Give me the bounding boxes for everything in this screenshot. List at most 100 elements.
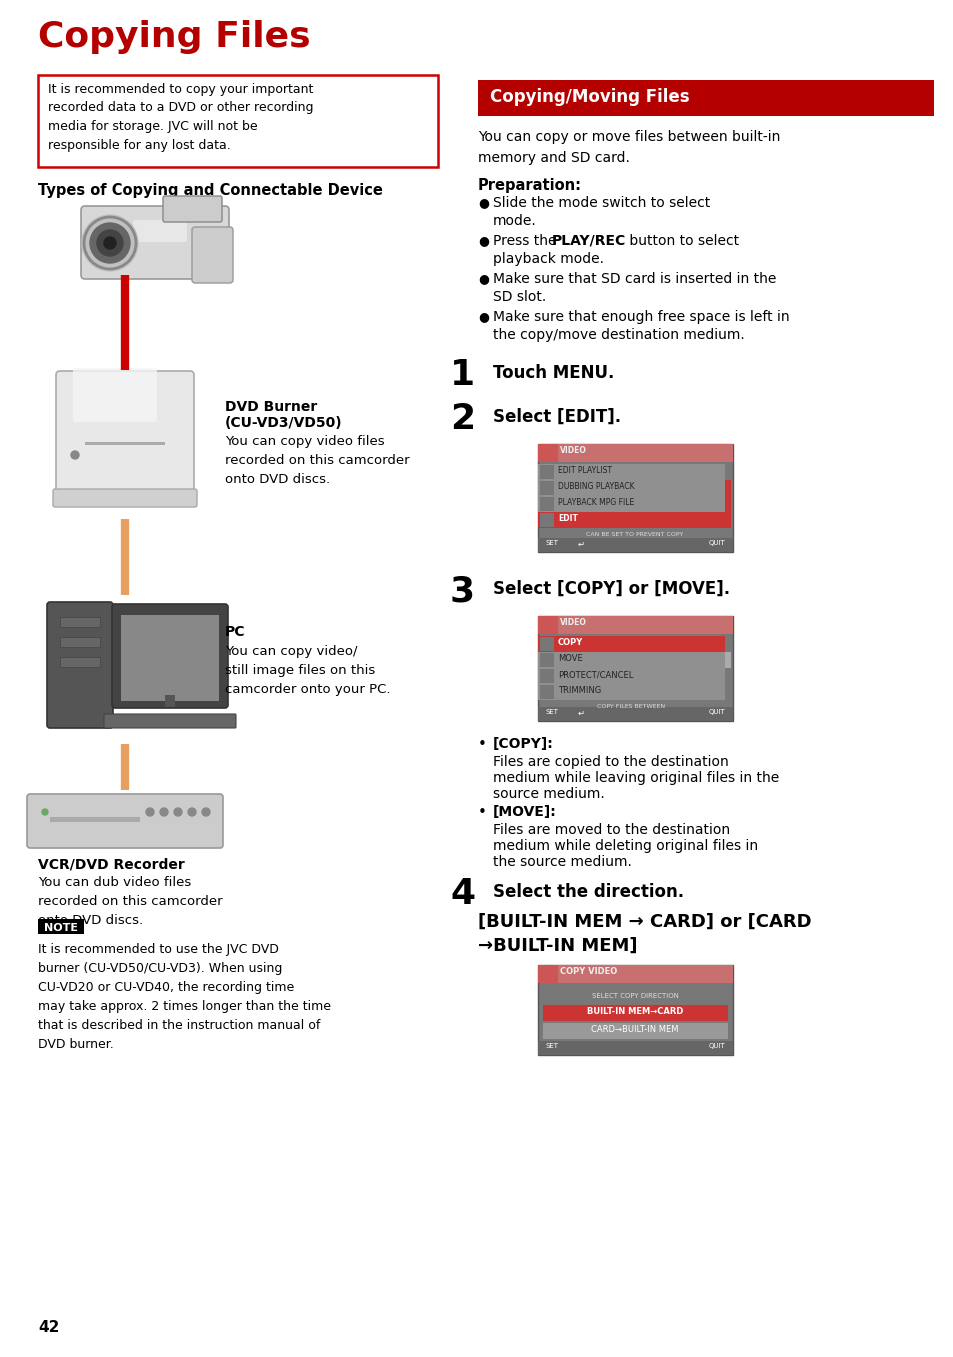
Bar [724, 651, 730, 668]
Text: Select the direction.: Select the direction. [493, 883, 683, 901]
Circle shape [202, 807, 210, 816]
Text: NOTE: NOTE [44, 923, 78, 934]
FancyBboxPatch shape [56, 370, 193, 503]
Bar [539, 480, 554, 495]
FancyBboxPatch shape [104, 714, 235, 727]
Text: TRIMMING: TRIMMING [558, 687, 600, 695]
Text: VIDEO: VIDEO [559, 446, 586, 455]
Text: SET: SET [545, 708, 558, 715]
Text: PLAYBACK MPG FILE: PLAYBACK MPG FILE [558, 498, 634, 508]
Bar [539, 669, 554, 683]
Text: You can dub video files
recorded on this camcorder
onto DVD discs.: You can dub video files recorded on this… [38, 877, 222, 927]
Bar [539, 513, 554, 527]
Text: 3: 3 [450, 574, 475, 608]
Bar [50, 817, 140, 822]
Bar [537, 965, 732, 982]
Text: Preparation:: Preparation: [477, 178, 581, 193]
Text: DUBBING PLAYBACK: DUBBING PLAYBACK [558, 482, 634, 491]
Text: VIDEO: VIDEO [559, 617, 586, 627]
Text: MOVE: MOVE [558, 654, 582, 664]
Bar [537, 616, 558, 634]
Text: Files are copied to the destination: Files are copied to the destination [493, 754, 728, 769]
Text: [BUILT-IN MEM → CARD] or [CARD: [BUILT-IN MEM → CARD] or [CARD [477, 913, 811, 931]
Text: QUIT: QUIT [707, 1044, 724, 1049]
Bar [537, 480, 724, 497]
Text: 1: 1 [450, 358, 475, 392]
Text: COPY VIDEO: COPY VIDEO [559, 968, 617, 976]
Circle shape [104, 237, 116, 248]
Bar [542, 1006, 727, 1020]
FancyBboxPatch shape [192, 227, 233, 284]
Bar [477, 80, 933, 115]
Bar [537, 616, 732, 721]
Text: source medium.: source medium. [493, 787, 604, 801]
Text: Files are moved to the destination: Files are moved to the destination [493, 822, 729, 837]
Circle shape [97, 229, 123, 256]
Circle shape [173, 807, 182, 816]
Bar [537, 444, 558, 461]
Circle shape [71, 451, 79, 459]
Text: •: • [477, 805, 486, 820]
Circle shape [82, 214, 138, 271]
Text: EDIT PLAYLIST: EDIT PLAYLIST [558, 465, 612, 475]
Text: the source medium.: the source medium. [493, 855, 631, 868]
FancyBboxPatch shape [112, 604, 228, 708]
FancyBboxPatch shape [81, 206, 229, 280]
FancyBboxPatch shape [132, 220, 187, 242]
Circle shape [90, 223, 130, 263]
Bar [537, 537, 732, 552]
Text: Touch MENU.: Touch MENU. [493, 364, 614, 383]
Text: BUILT-IN MEM→CARD: BUILT-IN MEM→CARD [586, 1007, 682, 1016]
Text: You can copy video files
recorded on this camcorder
onto DVD discs.: You can copy video files recorded on thi… [225, 436, 409, 486]
Text: ●: ● [477, 195, 488, 209]
FancyBboxPatch shape [27, 794, 223, 848]
Bar [537, 684, 724, 700]
Text: Copying/Moving Files: Copying/Moving Files [490, 88, 689, 106]
Bar [537, 444, 732, 552]
Bar [537, 707, 732, 721]
Circle shape [146, 807, 153, 816]
Text: COPY FILES BETWEEN: COPY FILES BETWEEN [597, 704, 664, 708]
Text: It is recommended to copy your important
recorded data to a DVD or other recordi: It is recommended to copy your important… [48, 83, 314, 152]
Text: Slide the mode switch to select: Slide the mode switch to select [493, 195, 714, 210]
FancyBboxPatch shape [47, 603, 112, 727]
Text: ↵: ↵ [578, 540, 584, 550]
Bar [542, 1023, 727, 1039]
Text: 42: 42 [38, 1320, 59, 1335]
Text: SD slot.: SD slot. [493, 290, 546, 304]
Text: 4: 4 [450, 877, 475, 911]
Text: the copy/move destination medium.: the copy/move destination medium. [493, 328, 744, 342]
Text: COPY: COPY [558, 638, 582, 647]
FancyBboxPatch shape [73, 368, 157, 422]
Text: DVD Burner
(CU-VD3/VD50): DVD Burner (CU-VD3/VD50) [225, 400, 342, 430]
Text: Make sure that enough free space is left in: Make sure that enough free space is left… [493, 309, 789, 324]
Circle shape [42, 809, 48, 816]
Bar [539, 685, 554, 699]
Circle shape [160, 807, 168, 816]
Circle shape [188, 807, 195, 816]
Text: →BUILT-IN MEM]: →BUILT-IN MEM] [477, 936, 637, 955]
Bar [165, 695, 174, 707]
Bar [60, 617, 100, 627]
Text: You can copy or move files between built-in
memory and SD card.: You can copy or move files between built… [477, 130, 780, 164]
Text: SET: SET [545, 540, 558, 546]
Text: [MOVE]:: [MOVE]: [493, 805, 557, 820]
Text: QUIT: QUIT [707, 540, 724, 546]
Text: EDIT: EDIT [558, 514, 578, 522]
Bar [539, 465, 554, 479]
FancyBboxPatch shape [163, 195, 222, 223]
Bar [539, 497, 554, 512]
Bar [38, 919, 84, 934]
Bar [539, 653, 554, 668]
Bar [537, 464, 724, 480]
Bar [537, 965, 558, 982]
Bar [537, 965, 732, 1054]
Text: CAN BE SET TO PREVENT COPY: CAN BE SET TO PREVENT COPY [586, 532, 683, 537]
Bar [537, 668, 724, 684]
Text: Types of Copying and Connectable Device: Types of Copying and Connectable Device [38, 183, 382, 198]
Text: SELECT COPY DIRECTION: SELECT COPY DIRECTION [591, 993, 678, 999]
Text: PROTECT/CANCEL: PROTECT/CANCEL [558, 670, 633, 678]
Text: Press the: Press the [493, 233, 560, 248]
Bar [724, 480, 730, 528]
Text: ↵: ↵ [578, 708, 584, 718]
